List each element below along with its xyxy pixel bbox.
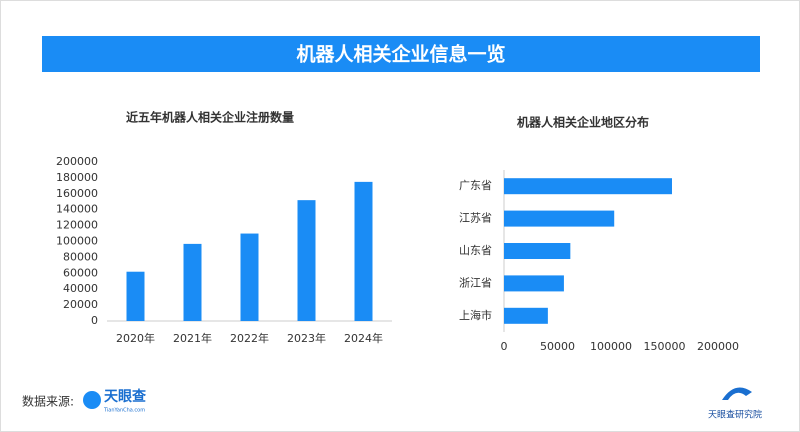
bar xyxy=(240,233,259,321)
y-tick-label: 160000 xyxy=(56,187,98,200)
y-tick-label: 180000 xyxy=(56,171,98,184)
bar xyxy=(297,200,316,321)
bar xyxy=(504,243,571,259)
y-tick-label: 100000 xyxy=(56,235,98,248)
x-tick-label: 2022年 xyxy=(230,331,269,345)
x-tick-label: 2023年 xyxy=(287,331,326,345)
y-tick-label: 40000 xyxy=(63,282,98,295)
logo: 天眼查 xyxy=(104,388,147,405)
y-tick-label: 广东省 xyxy=(459,179,492,192)
x-tick-label: 2021年 xyxy=(173,331,212,345)
x-tick-label: 0 xyxy=(501,340,508,353)
y-tick-label: 浙江省 xyxy=(459,276,492,289)
bar xyxy=(504,307,548,324)
logo-sub: TianYanCha.com xyxy=(103,408,145,414)
x-tick-label: 150000 xyxy=(644,340,686,353)
bar xyxy=(504,275,564,292)
brand: 天眼查研究院 xyxy=(708,409,762,421)
bar xyxy=(504,178,672,195)
bar xyxy=(354,181,373,321)
bar xyxy=(504,210,615,227)
y-tick-label: 60000 xyxy=(63,266,98,279)
y-tick-label: 江苏省 xyxy=(459,212,492,225)
x-tick-label: 200000 xyxy=(697,340,739,353)
x-tick-label: 2024年 xyxy=(344,331,383,345)
chart-title: 近五年机器人相关企业注册数量 xyxy=(126,110,294,125)
x-tick-label: 50000 xyxy=(540,340,575,353)
y-tick-label: 0 xyxy=(91,314,98,327)
chart-title: 机器人相关企业地区分布 xyxy=(517,115,649,130)
y-tick-label: 80000 xyxy=(63,250,98,263)
y-tick-label: 20000 xyxy=(63,298,98,311)
logo-icon xyxy=(83,391,101,409)
y-tick-label: 140000 xyxy=(56,203,98,216)
x-tick-label: 2020年 xyxy=(116,331,155,345)
x-tick-label: 100000 xyxy=(590,340,632,353)
header-bar xyxy=(42,36,760,72)
y-tick-label: 120000 xyxy=(56,219,98,232)
bar xyxy=(126,271,145,321)
brand-icon xyxy=(722,387,752,400)
header-title: 机器人相关企业信息一览 xyxy=(296,43,505,66)
y-tick-label: 山东省 xyxy=(459,244,492,257)
y-tick-label: 200000 xyxy=(56,155,98,168)
source-label: 数据来源: xyxy=(22,394,74,409)
bar xyxy=(183,243,202,321)
y-tick-label: 上海市 xyxy=(459,308,492,322)
